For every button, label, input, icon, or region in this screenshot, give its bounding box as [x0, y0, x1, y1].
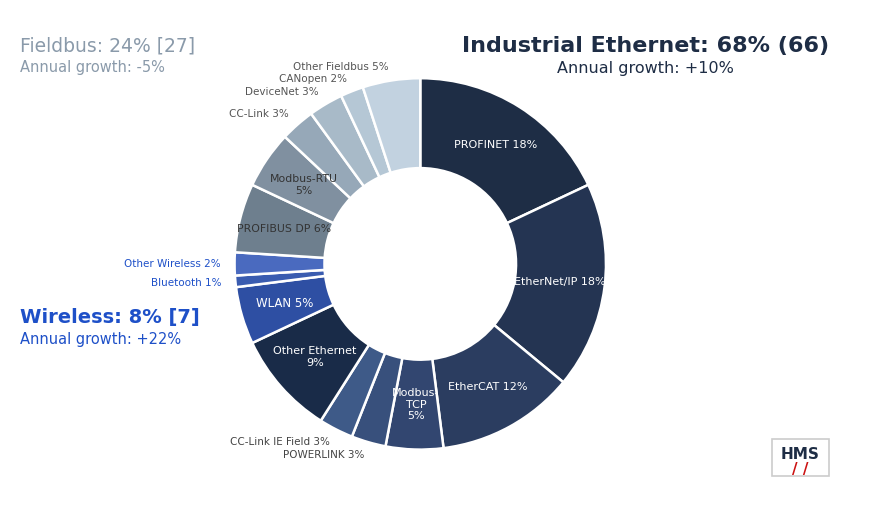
Text: CC-Link 3%: CC-Link 3%: [229, 110, 289, 119]
Text: Other Fieldbus 5%: Other Fieldbus 5%: [293, 62, 388, 72]
Wedge shape: [311, 96, 379, 186]
Text: Annual growth: +22%: Annual growth: +22%: [19, 332, 181, 347]
Wedge shape: [284, 114, 363, 198]
Wedge shape: [235, 270, 325, 287]
Text: Annual growth: -5%: Annual growth: -5%: [19, 60, 164, 75]
Wedge shape: [235, 252, 324, 276]
Text: Modbus-
TCP
5%: Modbus- TCP 5%: [392, 388, 439, 421]
Text: Bluetooth 1%: Bluetooth 1%: [151, 278, 222, 288]
Text: Industrial Ethernet: 68% (66): Industrial Ethernet: 68% (66): [461, 36, 827, 56]
Text: EtherNet/IP 18%: EtherNet/IP 18%: [514, 277, 605, 286]
Text: POWERLINK 3%: POWERLINK 3%: [283, 450, 364, 460]
Wedge shape: [235, 185, 333, 258]
Wedge shape: [252, 305, 368, 421]
Text: EtherCAT 12%: EtherCAT 12%: [448, 382, 527, 392]
Wedge shape: [494, 185, 606, 383]
Wedge shape: [341, 87, 390, 177]
Text: DeviceNet 3%: DeviceNet 3%: [245, 87, 318, 97]
Text: Modbus-RTU
5%: Modbus-RTU 5%: [269, 174, 337, 196]
Text: Wireless: 8% [7]: Wireless: 8% [7]: [19, 308, 199, 327]
Wedge shape: [420, 78, 587, 223]
Wedge shape: [235, 276, 333, 343]
Wedge shape: [362, 78, 420, 173]
Wedge shape: [385, 358, 443, 449]
Wedge shape: [432, 325, 563, 448]
FancyBboxPatch shape: [771, 439, 828, 476]
Text: CANopen 2%: CANopen 2%: [279, 74, 347, 84]
Text: Other Ethernet
9%: Other Ethernet 9%: [273, 346, 356, 368]
Text: PROFINET 18%: PROFINET 18%: [454, 140, 537, 150]
Wedge shape: [321, 345, 385, 436]
Text: Annual growth: +10%: Annual growth: +10%: [556, 61, 733, 76]
Text: HMS: HMS: [780, 447, 819, 462]
Text: WLAN 5%: WLAN 5%: [256, 297, 314, 310]
Text: Other Wireless 2%: Other Wireless 2%: [124, 259, 221, 269]
Text: CC-Link IE Field 3%: CC-Link IE Field 3%: [229, 436, 329, 446]
Wedge shape: [351, 353, 401, 446]
Text: PROFIBUS DP 6%: PROFIBUS DP 6%: [236, 224, 330, 234]
Text: Fieldbus: 24% [27]: Fieldbus: 24% [27]: [19, 36, 195, 56]
Text: / /: / /: [792, 461, 808, 476]
Wedge shape: [252, 137, 350, 223]
